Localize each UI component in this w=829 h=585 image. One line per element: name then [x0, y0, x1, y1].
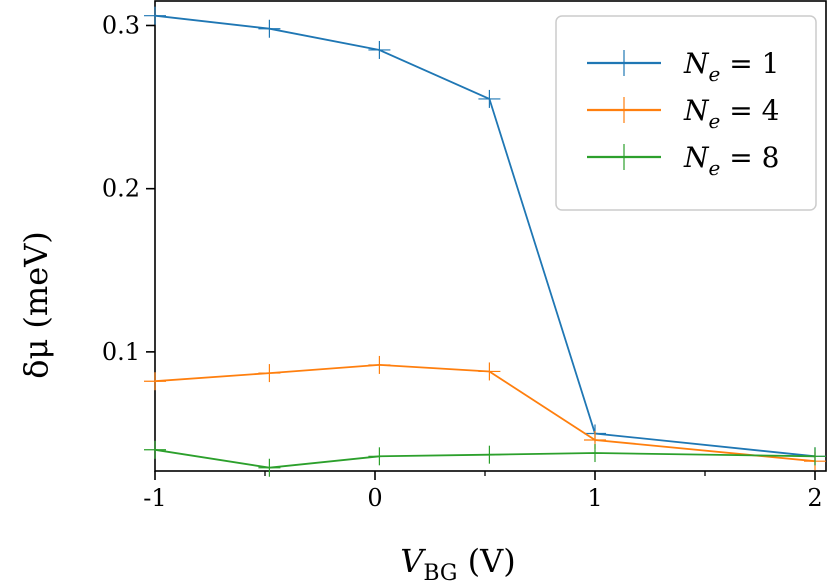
x-tick-label: 1	[587, 484, 602, 512]
legend-label: Ne = 1	[683, 47, 779, 86]
data-point	[258, 458, 281, 477]
y-tick-label: 0.3	[102, 11, 140, 39]
data-point	[368, 355, 391, 374]
data-point	[368, 447, 391, 466]
series-line	[154, 14, 816, 458]
ticks-layer: -1 0 1 2 0.1 0.2 0.3	[102, 11, 823, 512]
axes-frame	[154, 0, 827, 472]
data-point	[258, 19, 281, 38]
y-tick-label: 0.1	[102, 338, 140, 366]
legend-frame	[555, 15, 817, 211]
legend: Ne = 1 Ne = 4 Ne = 8	[555, 15, 817, 211]
x-axis-title: VBG (V)	[400, 542, 516, 585]
data-point	[584, 444, 606, 463]
series-2	[144, 355, 826, 471]
data-point	[144, 440, 166, 459]
legend-label: Ne = 8	[683, 141, 779, 180]
series-line	[154, 363, 816, 463]
series-line	[154, 448, 816, 469]
data-point	[368, 40, 391, 59]
y-tick-label: 0.2	[102, 175, 140, 203]
data-point	[258, 364, 281, 383]
x-tick-label: 0	[367, 484, 382, 512]
data-point	[144, 372, 166, 391]
data-point	[144, 6, 166, 25]
legend-entry: Ne = 8	[587, 141, 779, 180]
legend-entry: Ne = 1	[587, 47, 779, 86]
x-tick-label: 2	[807, 484, 822, 512]
series-layer	[144, 6, 826, 477]
legend-label: Ne = 4	[683, 94, 779, 133]
series-3	[144, 440, 826, 477]
data-point	[478, 362, 501, 381]
legend-entry: Ne = 4	[587, 94, 779, 133]
x-tick-label: -1	[143, 484, 166, 512]
data-point	[804, 447, 826, 466]
y-axis-title: δμ (meV)	[17, 231, 55, 379]
data-point	[478, 89, 501, 108]
plot-area	[154, 0, 827, 472]
data-point	[478, 445, 501, 464]
